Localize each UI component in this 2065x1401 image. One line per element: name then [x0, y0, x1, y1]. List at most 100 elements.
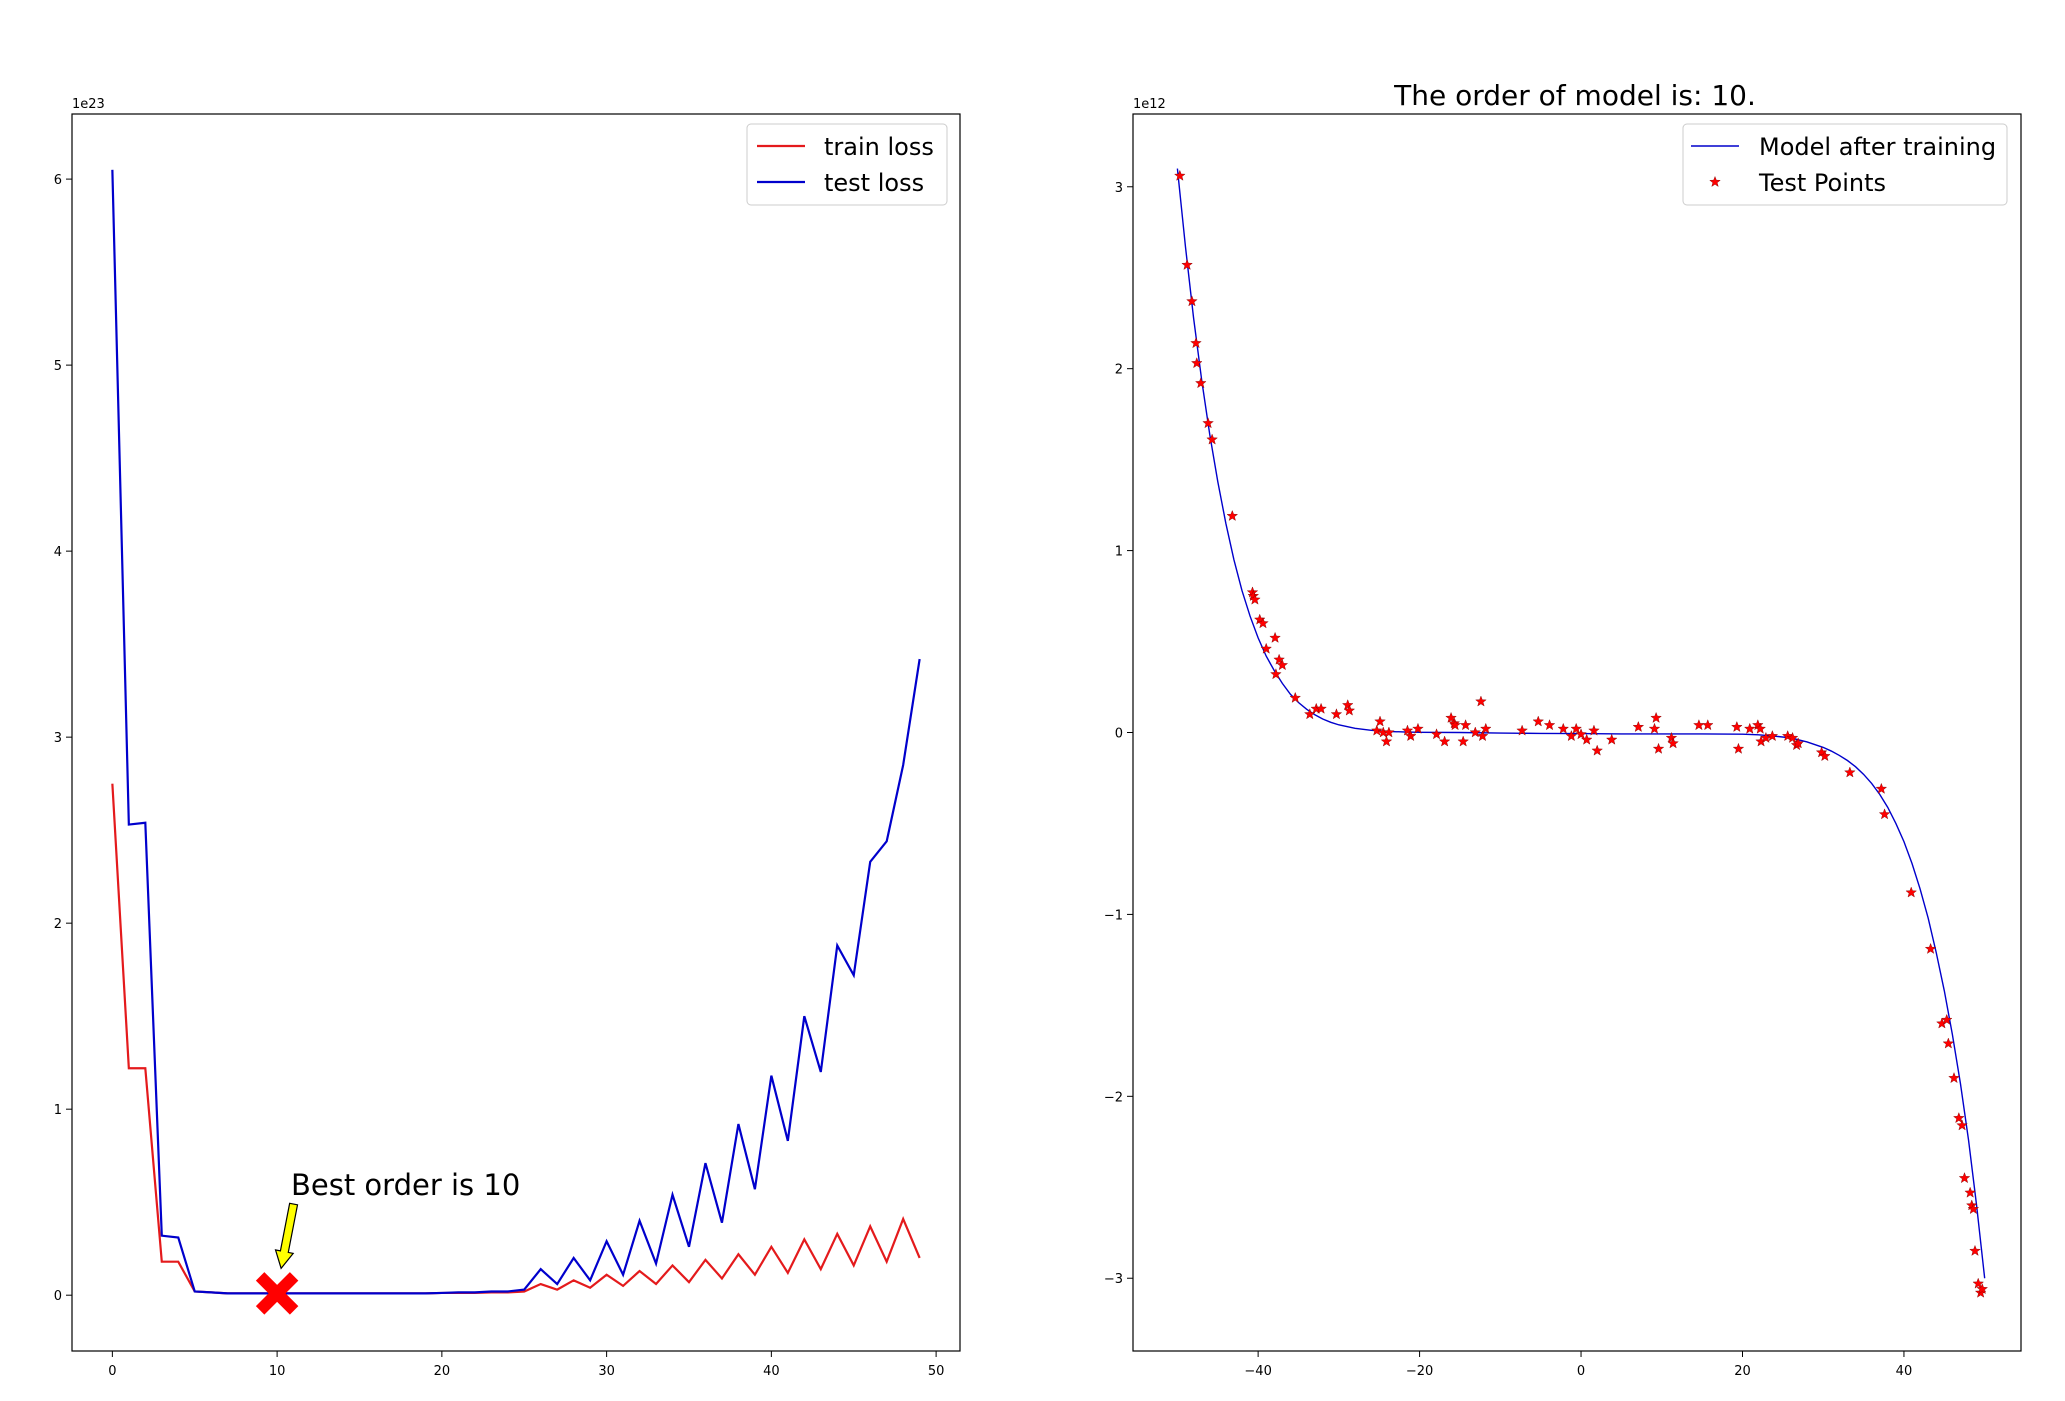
loss-chart-ytick-label: 0 — [54, 1289, 62, 1304]
model-chart-ytick-label: 0 — [1115, 727, 1123, 742]
model-chart-ytick-label: −2 — [1104, 1090, 1123, 1105]
loss-chart-offset-text: 1e23 — [72, 97, 105, 112]
loss-chart-legend: train loss test loss — [746, 123, 948, 206]
test-point — [1383, 726, 1395, 738]
model-chart-xtick-label: −20 — [1406, 1364, 1433, 1379]
loss-chart-ytick-label: 3 — [54, 731, 62, 746]
test-point — [1819, 750, 1831, 762]
model-chart-xtick-label: −40 — [1244, 1364, 1271, 1379]
test-point — [1953, 1112, 1965, 1124]
legend-star — [1709, 175, 1721, 187]
test-point — [1875, 782, 1888, 794]
test-point — [1190, 357, 1203, 369]
test-point — [1940, 1013, 1953, 1025]
test-point — [1273, 653, 1285, 665]
test-point — [1605, 733, 1618, 745]
test-point — [1174, 169, 1186, 181]
legend-box — [1682, 123, 2008, 206]
test-point — [1557, 722, 1570, 734]
test-point — [1475, 695, 1487, 707]
model-chart-xtick-label: 20 — [1734, 1364, 1751, 1379]
model-chart-ytick-label: −1 — [1104, 908, 1123, 923]
annotation-arrow — [274, 1202, 299, 1270]
model-chart-offset-text: 1e12 — [1133, 97, 1166, 112]
test-point — [1330, 708, 1343, 720]
test-point — [1532, 715, 1545, 727]
test-point — [1632, 720, 1645, 732]
test-point — [1650, 711, 1662, 723]
legend-label-test-points: Test Points — [1758, 169, 1886, 197]
test-point — [1844, 766, 1856, 778]
test-point — [1905, 886, 1917, 898]
test-point — [1976, 1283, 1989, 1295]
test-point — [1438, 735, 1451, 747]
test-point — [1588, 724, 1600, 736]
loss-chart-xtick-label: 30 — [598, 1364, 615, 1379]
test-point — [1948, 1072, 1960, 1084]
test-point — [1958, 1172, 1971, 1184]
loss-chart-xtick-label: 20 — [434, 1364, 451, 1379]
test-point — [1924, 942, 1937, 954]
best-order-annotation: Best order is 10 — [291, 1168, 520, 1202]
test-point — [1181, 258, 1193, 270]
loss-chart-xtick-label: 40 — [763, 1364, 780, 1379]
test-point — [1412, 722, 1424, 734]
model-chart-ytick-label: −3 — [1104, 1272, 1123, 1287]
test-point — [1469, 726, 1482, 738]
model-chart-marks — [1174, 168, 1989, 1298]
test-point — [1341, 699, 1354, 711]
test-point — [1591, 744, 1603, 756]
model-chart-ytick-label: 3 — [1115, 181, 1123, 196]
test-point — [1269, 631, 1281, 643]
best-order-marker — [255, 1272, 299, 1315]
test-point — [1270, 668, 1282, 680]
test-point — [1195, 377, 1207, 389]
test-point — [1404, 730, 1417, 742]
loss-chart: 0 10 20 30 40 50 0 1 2 3 4 5 6 1e23 Best order is 10… — [54, 97, 961, 1379]
loss-chart-xtick-label: 10 — [269, 1364, 286, 1379]
test-point — [1445, 711, 1457, 723]
test-point — [1766, 730, 1779, 742]
test-point — [1260, 642, 1272, 654]
model-chart-xtick-label: 0 — [1577, 1364, 1585, 1379]
test-point — [1565, 730, 1578, 742]
test-point — [1186, 295, 1198, 307]
loss-chart-ytick-label: 4 — [54, 545, 62, 560]
test-point — [1964, 1186, 1976, 1198]
loss-chart-xtick-label: 0 — [108, 1364, 116, 1379]
loss-chart-ytick-label: 6 — [54, 173, 62, 188]
test-point — [1449, 719, 1461, 731]
test-point — [1792, 737, 1804, 749]
test-point — [1476, 730, 1489, 742]
test-point — [1731, 720, 1743, 732]
test-point — [1754, 722, 1767, 734]
test-point — [1570, 722, 1582, 734]
loss-chart-ytick-label: 1 — [54, 1103, 62, 1118]
loss-chart-xtick-label: 50 — [928, 1364, 945, 1379]
test-point — [1343, 704, 1356, 716]
test-point — [1249, 593, 1261, 605]
test-point — [1257, 617, 1269, 629]
test-point — [1459, 719, 1472, 731]
test-point — [1190, 337, 1202, 349]
loss-chart-ticks: 0 10 20 30 40 50 0 1 2 3 4 5 6 — [54, 173, 945, 1379]
model-chart-ytick-label: 2 — [1115, 363, 1123, 378]
test-point — [1967, 1203, 1980, 1215]
test-point — [1580, 733, 1593, 745]
model-chart: The order of model is: 10. −40 −20 0 20 40−3… — [1104, 79, 2022, 1379]
loss-chart-frame — [71, 113, 961, 1352]
test-point — [1289, 691, 1302, 703]
test-point — [1543, 719, 1556, 731]
loss-chart-ytick-label: 2 — [54, 917, 62, 932]
loss-chart-marks — [111, 169, 921, 1315]
test-point — [1743, 722, 1756, 734]
test-point — [1878, 808, 1891, 820]
test-point — [1956, 1119, 1968, 1131]
test-point — [1276, 659, 1289, 671]
legend-label-train-loss: train loss — [824, 133, 934, 161]
model-chart-ytick-label: 1 — [1115, 545, 1123, 560]
test-point — [1374, 715, 1386, 727]
test-point — [1786, 731, 1799, 743]
legend-label-model: Model after training — [1759, 133, 1996, 161]
